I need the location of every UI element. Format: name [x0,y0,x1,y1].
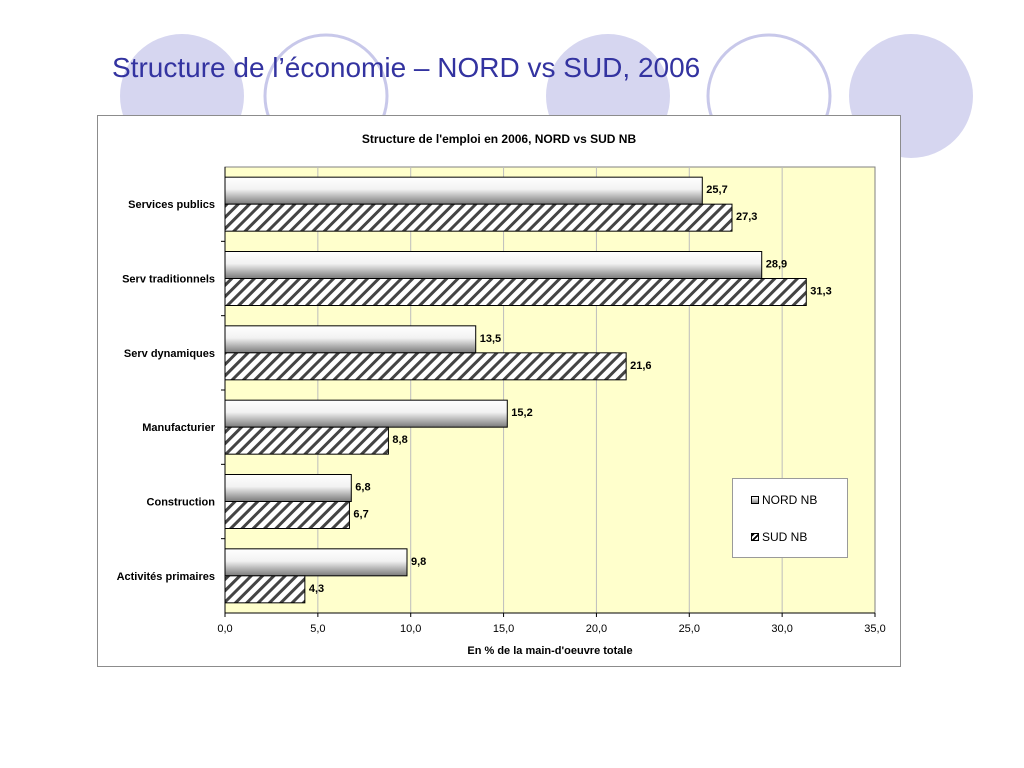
x-axis-title: En % de la main-d'oeuvre totale [467,645,632,657]
bar-sud [224,278,807,306]
legend-swatch-nord [751,496,759,504]
value-label-sud: 4,3 [309,583,324,595]
x-tick-label: 25,0 [679,623,700,635]
x-axis-ticks: 0,0 5,0 10,0 15,0 20,0 25,0 30,0 35,0 [217,612,886,635]
x-tick-label: 0,0 [217,623,232,635]
bars [224,176,807,604]
bar-nord [224,474,352,502]
legend-swatch-sud [751,533,759,541]
bar-nord [224,399,508,428]
category-label: Serv traditionnels [122,274,215,286]
value-label-sud: 8,8 [392,434,407,446]
category-label: Manufacturier [142,422,215,434]
chart-title: Structure de l'emploi en 2006, NORD vs S… [362,132,637,146]
x-tick-label: 5,0 [310,623,325,635]
value-label-nord: 28,9 [766,259,787,271]
slide-title: Structure de l’économie – NORD vs SUD, 2… [112,52,701,83]
value-labels: 25,7 27,3 28,9 31,3 13,5 21,6 15,2 8,8 6,8 6,7 9,8… [309,184,832,595]
x-tick-label: 20,0 [586,623,607,635]
category-label: Activités primaires [117,571,215,583]
x-tick-label: 35,0 [864,623,885,635]
x-tick-label: 15,0 [493,623,514,635]
value-label-sud: 6,7 [353,509,368,521]
value-label-nord: 6,8 [355,482,370,494]
value-label-nord: 9,8 [411,556,426,568]
bar-nord [224,251,763,279]
category-label: Services publics [128,199,215,211]
legend-item-nord: NORD NB [751,492,817,508]
bar-chart: Structure de l'emploi en 2006, NORD vs S… [117,132,886,657]
bar-nord [224,548,408,577]
category-labels: Services publics Serv traditionnels Serv d… [117,167,226,613]
value-label-nord: 15,2 [511,407,532,419]
category-label: Serv dynamiques [124,348,215,360]
category-label: Construction [147,497,216,509]
legend-item-sud: SUD NB [751,529,807,545]
bar-sud [224,575,306,604]
chart-legend: NORD NB SUD NB [732,478,848,558]
bar-nord [224,325,477,354]
x-tick-label: 30,0 [771,623,792,635]
chart-frame: Structure de l'emploi en 2006, NORD vs S… [97,115,901,667]
value-label-sud: 31,3 [810,286,831,298]
bar-sud [224,501,350,529]
bar-sud [224,352,627,381]
grid-lines [317,167,783,613]
value-label-nord: 13,5 [480,333,501,345]
bar-sud [224,203,733,232]
bar-sud [224,426,389,455]
value-label-nord: 25,7 [706,184,727,196]
bar-nord [224,176,703,205]
x-tick-label: 10,0 [400,623,421,635]
legend-label-sud: SUD NB [762,530,808,544]
value-label-sud: 21,6 [630,360,651,372]
value-label-sud: 27,3 [736,211,757,223]
legend-label-nord: NORD NB [762,493,818,507]
